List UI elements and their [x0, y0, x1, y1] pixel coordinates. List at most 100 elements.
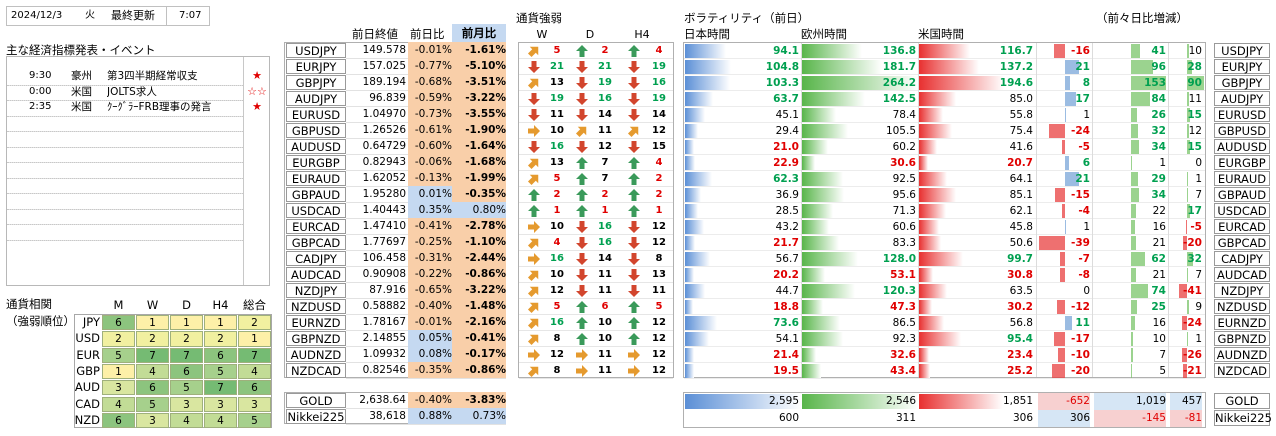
right-pair-label: GBPAUD — [1214, 187, 1270, 202]
vol-value-us: 45.8 — [1009, 221, 1033, 233]
strength-cell: 1 — [102, 363, 135, 380]
arrow-down-icon — [628, 221, 640, 233]
vol-change-bar — [1186, 220, 1187, 234]
rates-row-divider — [346, 378, 506, 379]
rate-month-change: -0.86% — [452, 362, 506, 378]
event-row-divider — [7, 146, 243, 148]
events-panel: 9:30 豪州 第3四半期経常収支 ★ 0:00 米国 JOLTS求人 ☆☆ 2:35 米国 ｸｰｸ… — [6, 56, 270, 286]
rate-close: 0.82546 — [362, 364, 406, 376]
vol-change-value: 10 — [1152, 333, 1166, 345]
header-weekday: 火 — [85, 10, 95, 21]
trend-w-value: 5 — [553, 173, 561, 184]
arrow-up-icon — [628, 301, 640, 313]
vol-change-bar — [1179, 284, 1187, 298]
vol-change-value: 32 — [1151, 125, 1166, 137]
vol-value-jp: 22.9 — [773, 157, 799, 169]
vol-change-value: 74 — [1151, 285, 1166, 297]
vol-value-jp: 29.4 — [775, 125, 799, 137]
event-row-divider — [7, 84, 243, 86]
trend-d-value: 12 — [598, 141, 612, 152]
vol-bar-eu — [802, 332, 843, 346]
arrow-down-icon — [576, 237, 588, 249]
vol-value-us: 116.7 — [999, 45, 1033, 57]
pair-label: GBPCAD — [286, 235, 346, 250]
strength-ccy: USD — [75, 331, 100, 346]
rate-month-change: -1.99% — [452, 170, 506, 186]
vol-bar-jp — [685, 44, 727, 58]
vol-change-bar — [1131, 220, 1135, 234]
vol-row-divider — [684, 234, 1205, 235]
vol-session-jp: 日本時間 — [684, 27, 730, 41]
trend-h4-value: 12 — [652, 221, 666, 232]
trend-row-divider — [519, 154, 673, 155]
strength-cell: 2 — [136, 331, 169, 347]
trend-h4-value: 19 — [652, 61, 666, 72]
vol-bar-jp — [685, 332, 709, 346]
vol-value-jp: 45.1 — [775, 109, 799, 121]
vol-change-bar — [1131, 364, 1133, 378]
vol-change-value: -5 — [1190, 221, 1202, 233]
vol-bar-eu — [802, 300, 823, 314]
arrow-down-icon — [576, 61, 588, 73]
vol-value-eu: 181.7 — [882, 61, 916, 73]
rate-close: 96.839 — [369, 92, 406, 104]
vol-value-eu: 32.6 — [890, 349, 916, 361]
vol-value-jp: 44.7 — [775, 285, 799, 297]
vol-change-bar — [1059, 268, 1065, 282]
strength-cell: 6 — [102, 315, 135, 331]
arrow-down-icon — [628, 77, 640, 89]
header-bar: 2024/12/3 火 最終更新 7:07 — [6, 6, 210, 26]
vol-bar-eu — [802, 284, 855, 298]
event-row-divider — [7, 131, 243, 132]
arrow-up-icon — [576, 205, 588, 217]
strength-cell: 1 — [136, 315, 169, 331]
vol-change-bar — [1131, 204, 1137, 218]
vol-value-jp: 63.7 — [773, 93, 799, 105]
vol-value-jp: 94.1 — [773, 45, 799, 57]
arrow-down-icon — [628, 141, 640, 153]
rate-close: 1.62052 — [362, 172, 406, 184]
vol-change-bar — [1065, 316, 1073, 330]
vol-value-us: 55.8 — [1009, 109, 1033, 121]
strength-cell: 4 — [238, 363, 271, 380]
vol-change-value: -5 — [1078, 141, 1090, 153]
vol-bar-jp — [685, 156, 696, 170]
event-country: 米国 — [71, 85, 92, 98]
trend-d-value: 16 — [598, 221, 612, 232]
vol-bar-jp — [685, 220, 704, 234]
event-time: 0:00 — [29, 85, 52, 97]
strength-cell: 2 — [102, 331, 135, 347]
vol-bar-jp — [685, 236, 695, 250]
vol-change-value: 21 — [1075, 61, 1090, 73]
vol-value-jp: 103.3 — [765, 77, 799, 89]
trend-row-divider — [519, 106, 673, 107]
trend-row-divider — [519, 378, 673, 379]
vol-bar-jp — [685, 252, 710, 266]
rate-day-change: 0.01% — [408, 186, 452, 202]
trend-d-value: 11 — [598, 125, 612, 136]
vol-bar-us — [919, 172, 948, 186]
trend-row-divider — [519, 74, 673, 75]
strength-ccy: JPY — [82, 315, 100, 329]
strength-cell: 7 — [238, 347, 271, 363]
rate-month-change: -2.16% — [452, 314, 506, 330]
trend-h4-value: 12 — [652, 365, 666, 376]
vol-change-value: -41 — [1183, 285, 1202, 297]
arrow-up-right-icon — [527, 286, 539, 298]
arrow-up-icon — [528, 205, 540, 217]
vol-value-jp: 28.5 — [775, 205, 799, 217]
vol-value-us: 50.6 — [1009, 237, 1033, 249]
vol-bar-jp — [685, 316, 718, 330]
arrow-down-icon — [628, 269, 640, 281]
vol-value-us: 62.1 — [1009, 205, 1033, 217]
rate-day-change: -0.40% — [408, 298, 452, 314]
arrow-up-icon — [576, 333, 588, 345]
vol-extra-value-eu: 2,546 — [885, 395, 916, 407]
trend-w-value: 21 — [550, 61, 564, 72]
arrow-down-icon — [576, 77, 588, 89]
vol-change-bar — [1065, 108, 1066, 122]
arrow-up-icon — [576, 301, 588, 313]
vol-row-divider — [684, 314, 1205, 315]
vol-value-us: 63.5 — [1009, 285, 1033, 297]
vol-change-bar — [1131, 236, 1136, 250]
